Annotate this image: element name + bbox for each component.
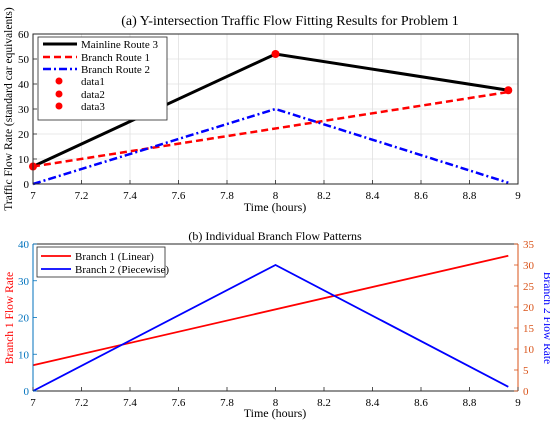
- chart-a-y-tick-label: 30: [18, 104, 30, 116]
- chart-a-y-tick-label: 0: [24, 179, 30, 191]
- chart-a-y-tick-label: 40: [18, 79, 30, 91]
- chart-b-right-tick-label: 15: [523, 323, 535, 335]
- legend-label-mainline: Mainline Route 3: [81, 39, 158, 51]
- chart-b-left-y-ticks: 0 10 20 30 40: [18, 239, 37, 398]
- marker-data2: [271, 50, 280, 58]
- chart-a-x-tick-label: 8: [273, 190, 279, 202]
- legend-item-branch-route-1: Branch Route 1: [43, 52, 150, 64]
- chart-b-title: (b) Individual Branch Flow Patterns: [188, 229, 362, 243]
- legend-item-data3: data3: [55, 101, 105, 113]
- legend-label-data2: data2: [81, 89, 105, 101]
- chart-a-x-tick-label: 7.4: [123, 190, 137, 202]
- chart-b-right-tick-label: 5: [523, 365, 529, 377]
- chart-b-left-tick-label: 40: [18, 239, 30, 251]
- series-line-branch-1-linear: [32, 254, 509, 367]
- chart-a-x-label: Time (hours): [244, 200, 307, 214]
- chart-b: (b) Individual Branch Flow Patterns 7 7.2…: [4, 229, 550, 420]
- chart-a-x-ticks: 7 7.2 7.4 7.6 7.8 8 8.2 8.4 8.6 8.8 9: [30, 180, 521, 202]
- legend-label-data1: data1: [81, 76, 105, 88]
- series-line-branch-route-2: [32, 107, 509, 186]
- legend-item-branch-2-piecewise: Branch 2 (Piecewise): [41, 264, 169, 276]
- chart-b-x-tick-label: 8: [273, 397, 279, 409]
- chart-b-right-tick-label: 35: [523, 239, 535, 251]
- legend-label-branch-2: Branch Route 2: [81, 64, 150, 76]
- chart-b-left-tick-label: 10: [18, 349, 30, 361]
- chart-b-right-tick-label: 20: [523, 302, 535, 314]
- legend-label-branch-2-piecewise: Branch 2 (Piecewise): [75, 264, 169, 276]
- legend-item-branch-route-2: Branch Route 2: [43, 64, 150, 76]
- series-line-branch-2-piecewise: [32, 263, 509, 392]
- chart-a-y-tick-label: 60: [18, 29, 30, 41]
- chart-a-x-tick-label: 9: [515, 190, 521, 202]
- chart-b-x-tick-label: 7.6: [172, 397, 186, 409]
- series-line-branch-route-1: [32, 90, 509, 168]
- chart-b-x-tick-label: 9: [515, 397, 521, 409]
- chart-b-x-label: Time (hours): [244, 406, 307, 420]
- chart-b-right-y-label: Branch 2 Flow Rate: [541, 272, 550, 364]
- chart-b-left-tick-label: 20: [18, 313, 30, 325]
- chart-b-x-tick-label: 7.4: [123, 397, 137, 409]
- chart-b-right-tick-label: 25: [523, 281, 535, 293]
- chart-a-y-label: Traffic Flow Rate (standard car equivale…: [3, 7, 15, 211]
- chart-a: (a) Y-intersection Traffic Flow Fitting …: [3, 7, 521, 214]
- chart-b-left-y-label: Branch 1 Flow Rate: [4, 272, 16, 364]
- legend-marker-data1: [55, 77, 63, 85]
- legend-item-data1: data1: [55, 76, 105, 88]
- chart-a-x-tick-label: 7.2: [75, 190, 89, 202]
- chart-b-left-tick-label: 0: [24, 386, 30, 398]
- chart-b-x-tick-label: 7.8: [220, 397, 234, 409]
- chart-a-x-tick-label: 7: [30, 190, 36, 202]
- chart-b-x-ticks: 7 7.2 7.4 7.6 7.8 8 8.2 8.4 8.6 8.8 9: [30, 387, 521, 409]
- chart-b-right-tick-label: 30: [523, 260, 535, 272]
- chart-a-y-tick-label: 20: [18, 129, 30, 141]
- chart-a-x-tick-label: 8.8: [463, 190, 477, 202]
- legend-item-branch-1-linear: Branch 1 (Linear): [41, 251, 154, 263]
- legend-item-data2: data2: [55, 89, 105, 101]
- chart-a-y-tick-label: 10: [18, 154, 30, 166]
- chart-b-legend-box: [36, 246, 166, 278]
- chart-a-legend: Mainline Route 3 Branch Route 1 Branch R…: [37, 36, 168, 121]
- chart-b-x-tick-label: 8.8: [463, 397, 477, 409]
- chart-a-x-tick-label: 8.2: [317, 190, 331, 202]
- chart-b-x-tick-label: 8.6: [414, 397, 428, 409]
- chart-a-y-ticks: 0 10 20 30 40 50 60: [18, 29, 37, 191]
- legend-marker-data3: [55, 102, 63, 110]
- chart-b-x-tick-label: 8.4: [366, 397, 380, 409]
- chart-b-x-tick-label: 7: [30, 397, 36, 409]
- legend-marker-data2: [55, 90, 63, 98]
- chart-b-legend: Branch 1 (Linear) Branch 2 (Piecewise): [36, 246, 169, 278]
- chart-b-right-y-ticks: 0 5 10 15 20 25 30 35: [514, 239, 535, 398]
- chart-b-right-tick-label: 10: [523, 344, 535, 356]
- marker-data3: [504, 86, 513, 95]
- legend-label-branch-1-linear: Branch 1 (Linear): [75, 251, 154, 263]
- chart-a-x-tick-label: 7.8: [220, 190, 234, 202]
- legend-item-mainline-route-3: Mainline Route 3: [43, 39, 158, 51]
- legend-label-data3: data3: [81, 101, 105, 113]
- chart-b-left-tick-label: 30: [18, 276, 30, 288]
- chart-a-x-tick-label: 8.4: [366, 190, 380, 202]
- chart-b-x-tick-label: 7.2: [75, 397, 89, 409]
- legend-label-branch-1: Branch Route 1: [81, 52, 150, 64]
- chart-b-x-tick-label: 8.2: [317, 397, 331, 409]
- chart-a-y-tick-label: 50: [18, 54, 30, 66]
- chart-a-x-tick-label: 8.6: [414, 190, 428, 202]
- chart-a-plot: [29, 50, 513, 186]
- chart-a-title: (a) Y-intersection Traffic Flow Fitting …: [121, 14, 459, 29]
- chart-b-right-tick-label: 0: [523, 386, 529, 398]
- chart-a-x-tick-label: 7.6: [172, 190, 186, 202]
- chart-b-plot: [32, 254, 509, 392]
